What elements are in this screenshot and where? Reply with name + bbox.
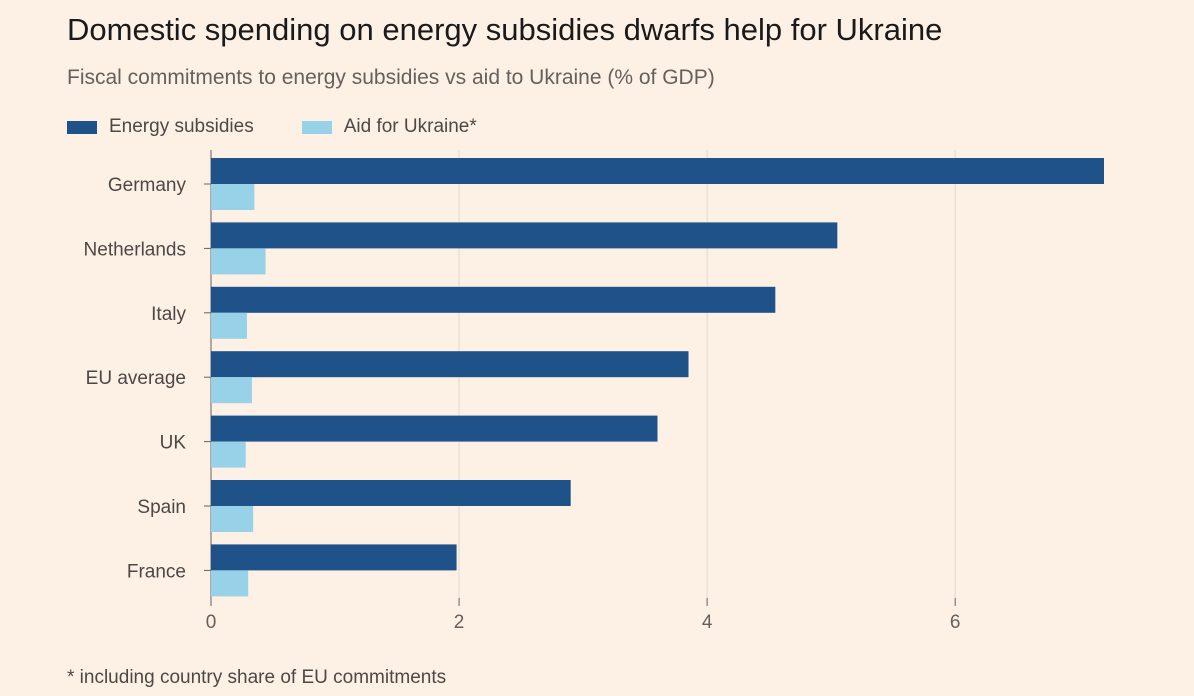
legend-swatch-energy	[67, 120, 97, 134]
x-tick-label: 6	[950, 612, 961, 633]
legend-item-aid: Aid for Ukraine*	[301, 116, 477, 138]
chart-title: Domestic spending on energy subsidies dw…	[67, 12, 943, 47]
bar-aid-for-ukraine	[211, 506, 254, 532]
x-tick-label: 4	[702, 612, 713, 633]
bar-aid-for-ukraine	[211, 570, 249, 597]
bar-aid-for-ukraine	[211, 377, 252, 404]
chart-subtitle: Fiscal commitments to energy subsidies v…	[67, 66, 715, 89]
chart-legend: Energy subsidies Aid for Ukraine*	[67, 114, 525, 140]
bar-energy-subsidies	[211, 351, 689, 378]
category-label: Spain	[137, 497, 186, 518]
bar-aid-for-ukraine	[211, 184, 255, 210]
bar-energy-subsidies	[211, 480, 571, 506]
legend-swatch-aid	[301, 120, 332, 134]
legend-item-energy: Energy subsidies	[67, 116, 254, 138]
category-label: UK	[160, 433, 187, 454]
footnote: * including country share of EU commitme…	[67, 667, 447, 688]
category-label: Netherlands	[84, 239, 186, 260]
bar-energy-subsidies	[211, 286, 776, 313]
legend-label-aid: Aid for Ukraine*	[343, 116, 477, 137]
bar-energy-subsidies	[211, 158, 1104, 184]
category-label: EU average	[86, 368, 186, 389]
bar-aid-for-ukraine	[211, 312, 247, 339]
bar-aid-for-ukraine	[211, 441, 246, 468]
x-tick-label: 0	[206, 612, 217, 633]
bar-energy-subsidies	[211, 415, 658, 442]
bar-energy-subsidies	[211, 222, 838, 249]
bar-energy-subsidies	[211, 544, 457, 571]
category-label: Germany	[108, 175, 187, 196]
category-label: Italy	[151, 304, 186, 325]
legend-label-energy: Energy subsidies	[109, 116, 254, 137]
bar-aid-for-ukraine	[211, 248, 266, 275]
category-label: France	[127, 561, 186, 582]
x-tick-label: 2	[454, 612, 465, 633]
